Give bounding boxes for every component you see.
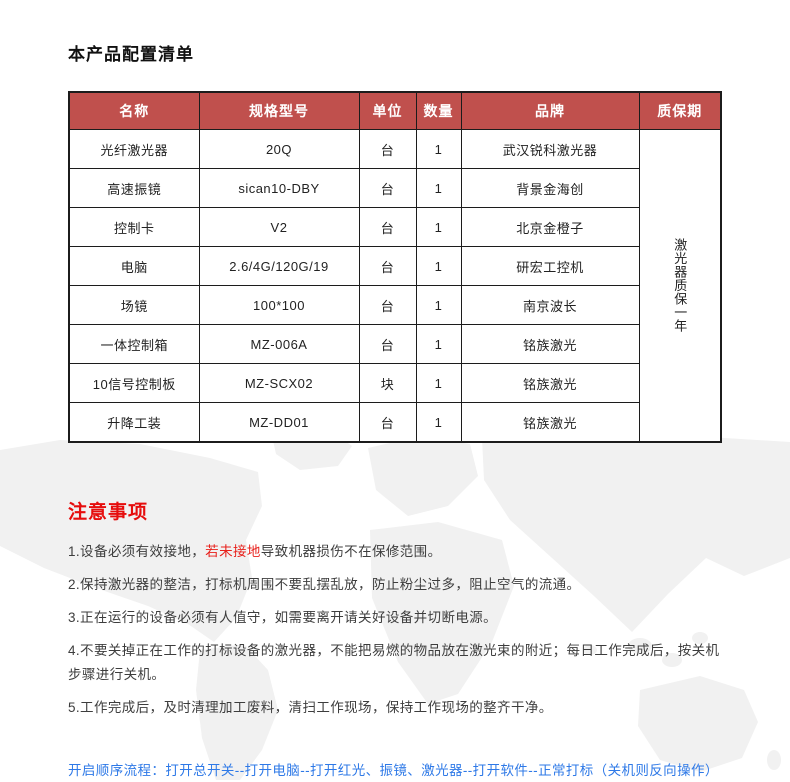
note-item-5: 5.工作完成后，及时清理加工废料，清扫工作现场，保持工作现场的整齐干净。 [68,700,553,716]
note-text: 导致机器损伤不在保修范围。 [260,544,442,559]
table-row: 10信号控制板 MZ-SCX02 块 1 铭族激光 [68,363,721,403]
table-row: 一体控制箱 MZ-006A 台 1 铭族激光 [68,324,721,364]
cell-name: 场镜 [68,285,200,325]
notes-heading: 注意事项 [68,502,149,523]
cell-qty: 1 [415,363,462,403]
cell-qty: 1 [415,285,462,325]
note-item-3: 3.正在运行的设备必须有人值守，如需要离开请关好设备并切断电源。 [68,610,498,626]
cell-name: 10信号控制板 [68,363,200,403]
cell-name: 电脑 [68,246,200,286]
cell-name: 升降工装 [68,402,200,443]
cell-unit: 台 [358,168,417,208]
cell-brand: 铭族激光 [460,402,640,443]
note-highlight: 若未接地 [205,544,261,559]
cell-unit: 台 [358,324,417,364]
note-item-1: 1.设备必须有效接地，若未接地导致机器损伤不在保修范围。 [68,540,723,564]
flow-text: 打开总开关--打开电脑--打开红光、振镜、激光器--打开软件--正常打标（关机则… [165,763,719,779]
col-header-model: 规格型号 [198,91,360,130]
cell-name: 一体控制箱 [68,324,200,364]
cell-brand: 背景金海创 [460,168,640,208]
flow-label: 开启顺序流程： [68,763,166,779]
col-header-brand: 品牌 [460,91,640,130]
page-title: 本产品配置清单 [68,45,194,64]
cell-name: 控制卡 [68,207,200,247]
cell-model: V2 [198,207,360,247]
cell-model: 20Q [198,129,360,169]
cell-brand: 铭族激光 [460,363,640,403]
cell-model: MZ-006A [198,324,360,364]
table-row: 场镜 100*100 台 1 南京波长 [68,285,721,325]
table-row: 控制卡 V2 台 1 北京金橙子 [68,207,721,247]
cell-unit: 台 [358,246,417,286]
table-row: 电脑 2.6/4G/120G/19 台 1 研宏工控机 [68,246,721,286]
cell-qty: 1 [415,129,462,169]
cell-unit: 台 [358,129,417,169]
col-header-name: 名称 [68,91,200,130]
cell-model: 2.6/4G/120G/19 [198,246,360,286]
cell-name: 高速振镜 [68,168,200,208]
cell-qty: 1 [415,168,462,208]
cell-brand: 武汉锐科激光器 [460,129,640,169]
note-text: 1.设备必须有效接地， [68,544,206,559]
cell-model: MZ-SCX02 [198,363,360,403]
cell-brand: 铭族激光 [460,324,640,364]
cell-model: MZ-DD01 [198,402,360,443]
cell-model: 100*100 [198,285,360,325]
config-table: 名称 规格型号 单位 数量 品牌 质保期 光纤激光器 20Q 台 1 武汉锐科激… [68,91,722,443]
note-item-2: 2.保持激光器的整洁，打标机周围不要乱摆乱放，防止粉尘过多，阻止空气的流通。 [68,577,581,593]
cell-qty: 1 [415,207,462,247]
cell-qty: 1 [415,402,462,443]
warranty-cell: 激光器质保一年 [638,129,722,443]
note-item-4: 4.不要关掉正在工作的打标设备的激光器，不能把易燃的物品放在激光束的附近；每日工… [68,643,720,683]
table-header-row: 名称 规格型号 单位 数量 品牌 质保期 [68,91,722,130]
cell-unit: 台 [358,402,417,443]
startup-flow-line: 开启顺序流程：打开总开关--打开电脑--打开红光、振镜、激光器--打开软件--正… [68,760,728,782]
cell-brand: 南京波长 [460,285,640,325]
table-row: 高速振镜 sican10-DBY 台 1 背景金海创 [68,168,721,208]
table-row: 升降工装 MZ-DD01 台 1 铭族激光 [68,402,721,443]
table-row: 光纤激光器 20Q 台 1 武汉锐科激光器 激光器质保一年 [68,129,722,443]
col-header-unit: 单位 [358,91,417,130]
col-header-qty: 数量 [415,91,462,130]
col-header-warranty: 质保期 [638,91,722,130]
cell-qty: 1 [415,324,462,364]
cell-name: 光纤激光器 [68,129,200,169]
cell-brand: 研宏工控机 [460,246,640,286]
cell-brand: 北京金橙子 [460,207,640,247]
cell-unit: 块 [358,363,417,403]
cell-unit: 台 [358,285,417,325]
cell-unit: 台 [358,207,417,247]
cell-model: sican10-DBY [198,168,360,208]
cell-qty: 1 [415,246,462,286]
